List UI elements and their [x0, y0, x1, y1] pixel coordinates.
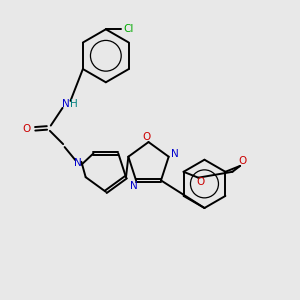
- Text: N: N: [130, 181, 138, 191]
- Text: O: O: [142, 132, 150, 142]
- Text: O: O: [238, 156, 247, 166]
- Text: N: N: [171, 149, 179, 159]
- Text: O: O: [22, 124, 31, 134]
- Text: Cl: Cl: [123, 24, 134, 34]
- Text: H: H: [70, 99, 78, 109]
- Text: O: O: [196, 177, 205, 188]
- Text: N: N: [74, 158, 82, 168]
- Text: N: N: [62, 99, 70, 110]
